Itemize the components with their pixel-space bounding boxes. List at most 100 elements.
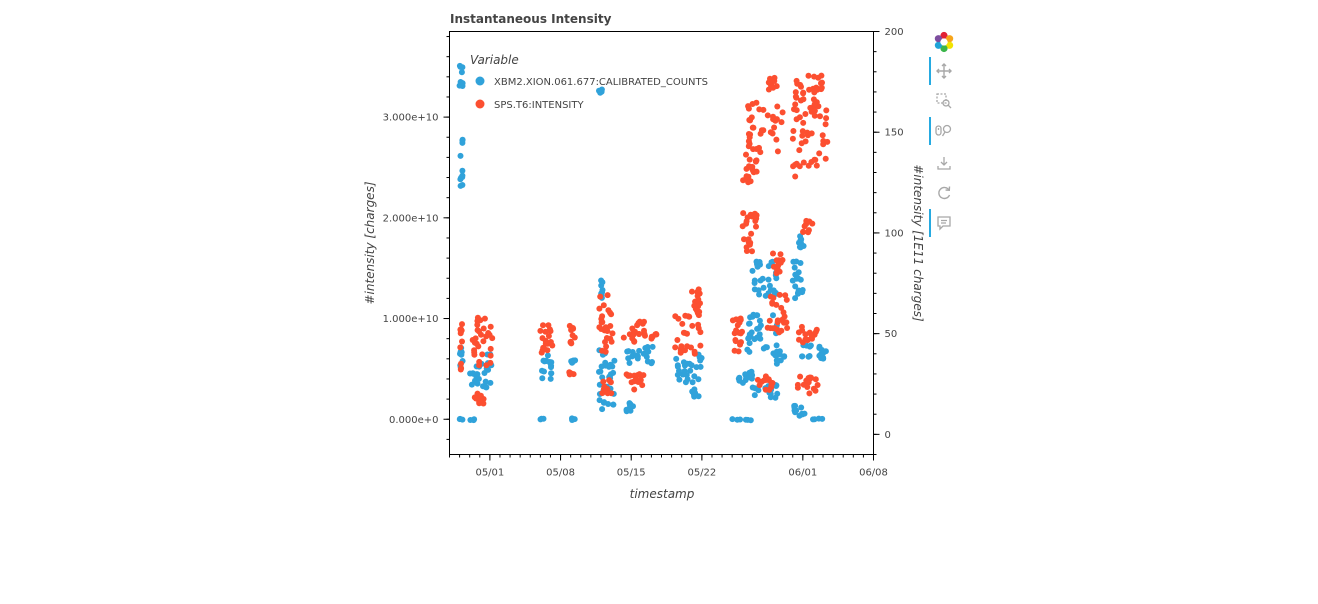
scatter-point-series-1 [749,248,755,255]
hover-icon[interactable] [928,209,960,237]
scatter-point-series-1 [778,304,785,311]
scatter-point-series-0 [680,359,687,366]
scatter-point-series-0 [792,283,799,290]
scatter-point-series-0 [697,363,704,370]
scatter-point-series-1 [805,162,812,169]
legend-marker-series-1 [475,99,485,109]
x-axis-label: timestamp [630,487,695,501]
scatter-point-series-1 [761,377,768,384]
scatter-point-series-1 [800,159,807,166]
scatter-point-series-0 [746,340,753,347]
y-axis-right: 0 50 100 150 200 [873,27,904,455]
scatter-point-series-1 [697,342,704,349]
scatter-point-series-0 [754,325,761,332]
scatter-point-series-0 [781,353,788,360]
scatter-point-series-1 [777,251,784,258]
scatter-point-series-0 [759,275,766,282]
scatter-point-series-1 [733,327,740,334]
scatter-point-series-1 [542,328,549,335]
scatter-point-series-1 [806,390,813,397]
scatter-point-series-1 [473,395,479,402]
scatter-point-series-1 [771,124,778,131]
scatter-point-series-1 [747,178,754,185]
scatter-point-series-1 [823,115,830,122]
scatter-point-series-1 [768,383,775,389]
scatter-point-series-1 [809,220,816,227]
scatter-point-series-1 [674,337,681,343]
scatter-point-series-1 [567,370,574,377]
scatter-point-series-1 [756,106,763,113]
scatter-point-series-1 [797,97,804,104]
scatter-point-series-1 [824,138,831,145]
scatter-point-series-0 [626,360,633,366]
scatter-point-series-0 [756,317,763,324]
scatter-point-series-0 [611,357,618,364]
scatter-point-series-1 [811,101,818,108]
scatter-point-series-1 [795,329,802,336]
scatter-point-series-1 [812,376,819,383]
scatter-point-series-1 [487,345,494,352]
scatter-point-series-1 [767,293,774,300]
scatter-point-series-1 [796,147,803,154]
x-tick-label: 06/01 [788,468,817,479]
scatter-point-series-0 [749,313,756,320]
scatter-point-series-0 [457,63,464,70]
scatter-point-series-0 [487,379,494,386]
scatter-point-series-1 [756,382,763,389]
scatter-point-series-0 [474,371,481,378]
scatter-point-series-1 [604,327,611,334]
scatter-point-series-0 [539,367,545,374]
scatter-point-series-1 [547,339,554,345]
scatter-point-series-0 [754,261,760,268]
reset-icon[interactable] [928,179,960,207]
scatter-point-series-1 [773,301,780,308]
scatter-point-series-1 [678,343,685,350]
scatter-point-series-1 [679,320,686,327]
y-left-tick-label: 3.000e+10 [383,113,439,124]
scatter-point-series-1 [818,72,825,79]
scatter-point-series-1 [596,305,603,312]
scatter-point-series-0 [729,416,736,423]
box-zoom-icon[interactable] [928,87,960,115]
scatter-point-series-0 [457,350,463,357]
scatter-point-series-1 [636,318,643,325]
scatter-point-series-1 [764,324,771,331]
scatter-point-series-1 [746,156,753,163]
scatter-point-series-1 [754,376,761,383]
scatter-point-series-0 [599,406,606,413]
scatter-point-series-0 [757,335,764,342]
x-axis: 05/01 05/08 05/15 05/22 06/01 06/08 [449,454,888,479]
scatter-point-series-0 [691,373,698,380]
scatter-point-series-1 [792,173,799,180]
scatter-point-series-0 [751,392,758,399]
scatter-point-series-1 [695,321,702,328]
scatter-point-series-0 [459,182,466,188]
scatter-point-series-0 [674,362,681,369]
scatter-point-series-1 [633,376,639,383]
scatter-point-series-1 [802,336,809,343]
scatter-point-series-1 [475,343,482,350]
legend-label-series-1: SPS.T6:INTENSITY [494,100,584,111]
wheel-zoom-icon[interactable] [928,117,960,145]
scatter-point-series-1 [485,330,492,336]
scatter-point-series-1 [743,173,750,180]
scatter-point-series-0 [610,401,617,408]
pan-icon[interactable] [928,57,960,85]
scatter-point-series-1 [689,288,695,295]
scatter-point-series-1 [457,344,464,351]
scatter-point-series-1 [474,321,481,328]
scatter-point-series-1 [609,330,616,337]
scatter-point-series-1 [796,336,802,343]
scatter-point-series-1 [457,326,464,333]
scatter-point-series-0 [792,271,799,278]
scatter-point-series-1 [819,79,825,86]
bokeh-logo-icon[interactable] [928,28,960,56]
scatter-point-series-1 [810,96,817,103]
scatter-point-series-1 [602,339,608,345]
scatter-point-series-1 [691,350,698,357]
scatter-point-series-1 [779,109,786,116]
scatter-point-series-1 [489,335,496,342]
save-icon[interactable] [928,149,960,177]
scatter-point-series-1 [813,162,820,169]
